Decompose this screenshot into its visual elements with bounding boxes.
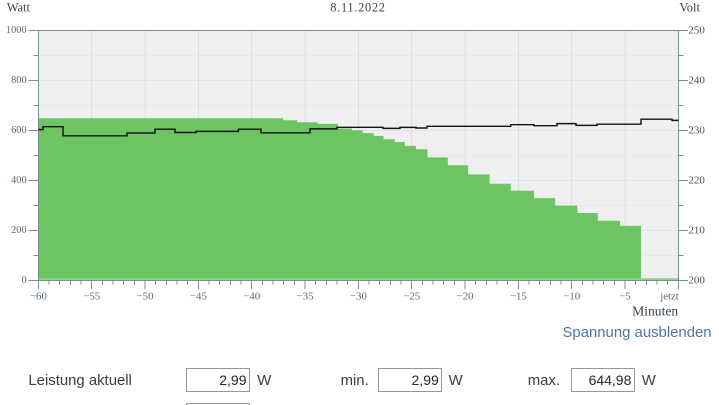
svg-text:240: 240 bbox=[688, 74, 705, 86]
svg-text:−25: −25 bbox=[403, 291, 420, 303]
svg-text:−30: −30 bbox=[350, 291, 367, 303]
svg-text:1000: 1000 bbox=[6, 25, 27, 36]
svg-text:−50: −50 bbox=[137, 291, 154, 303]
svg-text:−60: −60 bbox=[30, 291, 47, 303]
svg-text:600: 600 bbox=[11, 125, 26, 136]
svg-text:−15: −15 bbox=[510, 291, 527, 303]
svg-text:Volt: Volt bbox=[679, 1, 700, 15]
svg-text:800: 800 bbox=[11, 75, 26, 86]
svg-text:−40: −40 bbox=[243, 291, 260, 303]
svg-text:200: 200 bbox=[11, 225, 26, 236]
svg-text:Watt: Watt bbox=[7, 1, 31, 15]
svg-text:jetzt: jetzt bbox=[659, 291, 679, 303]
svg-text:230: 230 bbox=[688, 124, 705, 136]
svg-text:220: 220 bbox=[688, 174, 705, 186]
svg-text:−35: −35 bbox=[297, 291, 314, 303]
svg-text:−10: −10 bbox=[563, 291, 580, 303]
svg-text:400: 400 bbox=[11, 175, 26, 186]
svg-text:Minuten: Minuten bbox=[632, 303, 678, 318]
svg-text:8.11.2022: 8.11.2022 bbox=[330, 1, 385, 15]
svg-text:−20: −20 bbox=[457, 291, 474, 303]
svg-text:−45: −45 bbox=[190, 291, 207, 303]
svg-text:−55: −55 bbox=[83, 291, 100, 303]
svg-text:210: 210 bbox=[688, 224, 705, 236]
svg-text:−5: −5 bbox=[619, 291, 631, 303]
svg-text:250: 250 bbox=[688, 24, 705, 36]
svg-text:0: 0 bbox=[21, 275, 26, 286]
svg-text:200: 200 bbox=[688, 274, 705, 286]
